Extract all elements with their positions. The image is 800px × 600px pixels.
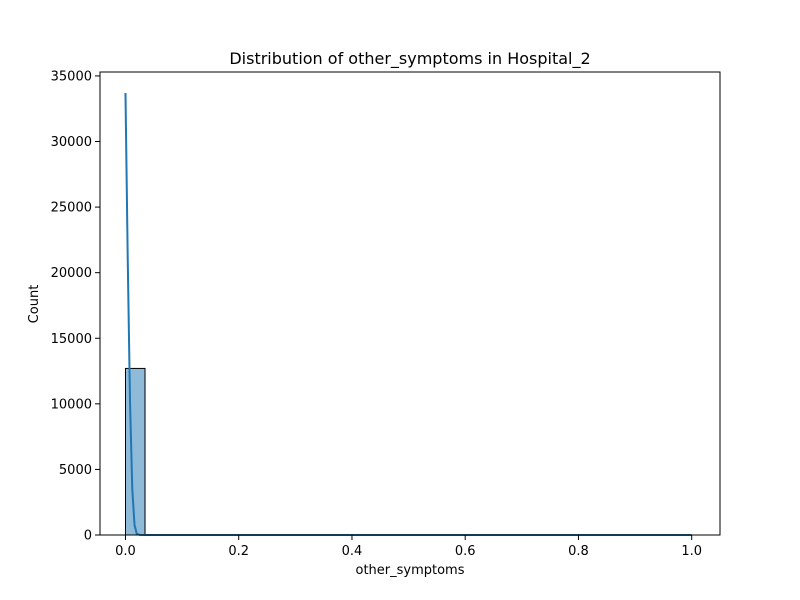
x-axis-label: other_symptoms <box>355 563 464 578</box>
axes-frame <box>99 71 721 536</box>
x-tick-label: 0.4 <box>342 544 363 559</box>
plot-area <box>99 71 721 536</box>
x-tick-label: 0.6 <box>455 544 476 559</box>
x-tick-label: 0.8 <box>568 544 589 559</box>
axes-background <box>100 72 720 535</box>
y-tick-label: 5000 <box>59 463 92 478</box>
y-axis-ticks: 0 5000 10000 15000 20000 25000 30000 35000 <box>51 69 100 544</box>
chart-title: Distribution of other_symptoms in Hospit… <box>229 49 590 69</box>
x-axis-ticks: 0.0 0.2 0.4 0.6 0.8 1.0 <box>115 535 702 559</box>
histogram-bar <box>124 367 146 536</box>
y-tick-label: 15000 <box>51 332 92 347</box>
y-tick-label: 30000 <box>51 135 92 150</box>
y-axis-label: Count <box>27 285 42 324</box>
x-tick-label: 1.0 <box>681 544 702 559</box>
y-tick-label: 35000 <box>51 69 92 84</box>
y-tick-label: 25000 <box>51 201 92 216</box>
y-tick-label: 10000 <box>51 397 92 412</box>
x-tick-label: 0.0 <box>115 544 136 559</box>
y-tick-label: 0 <box>84 529 92 544</box>
x-tick-label: 0.2 <box>228 544 249 559</box>
y-tick-label: 20000 <box>51 266 92 281</box>
histogram-bars <box>124 367 146 536</box>
